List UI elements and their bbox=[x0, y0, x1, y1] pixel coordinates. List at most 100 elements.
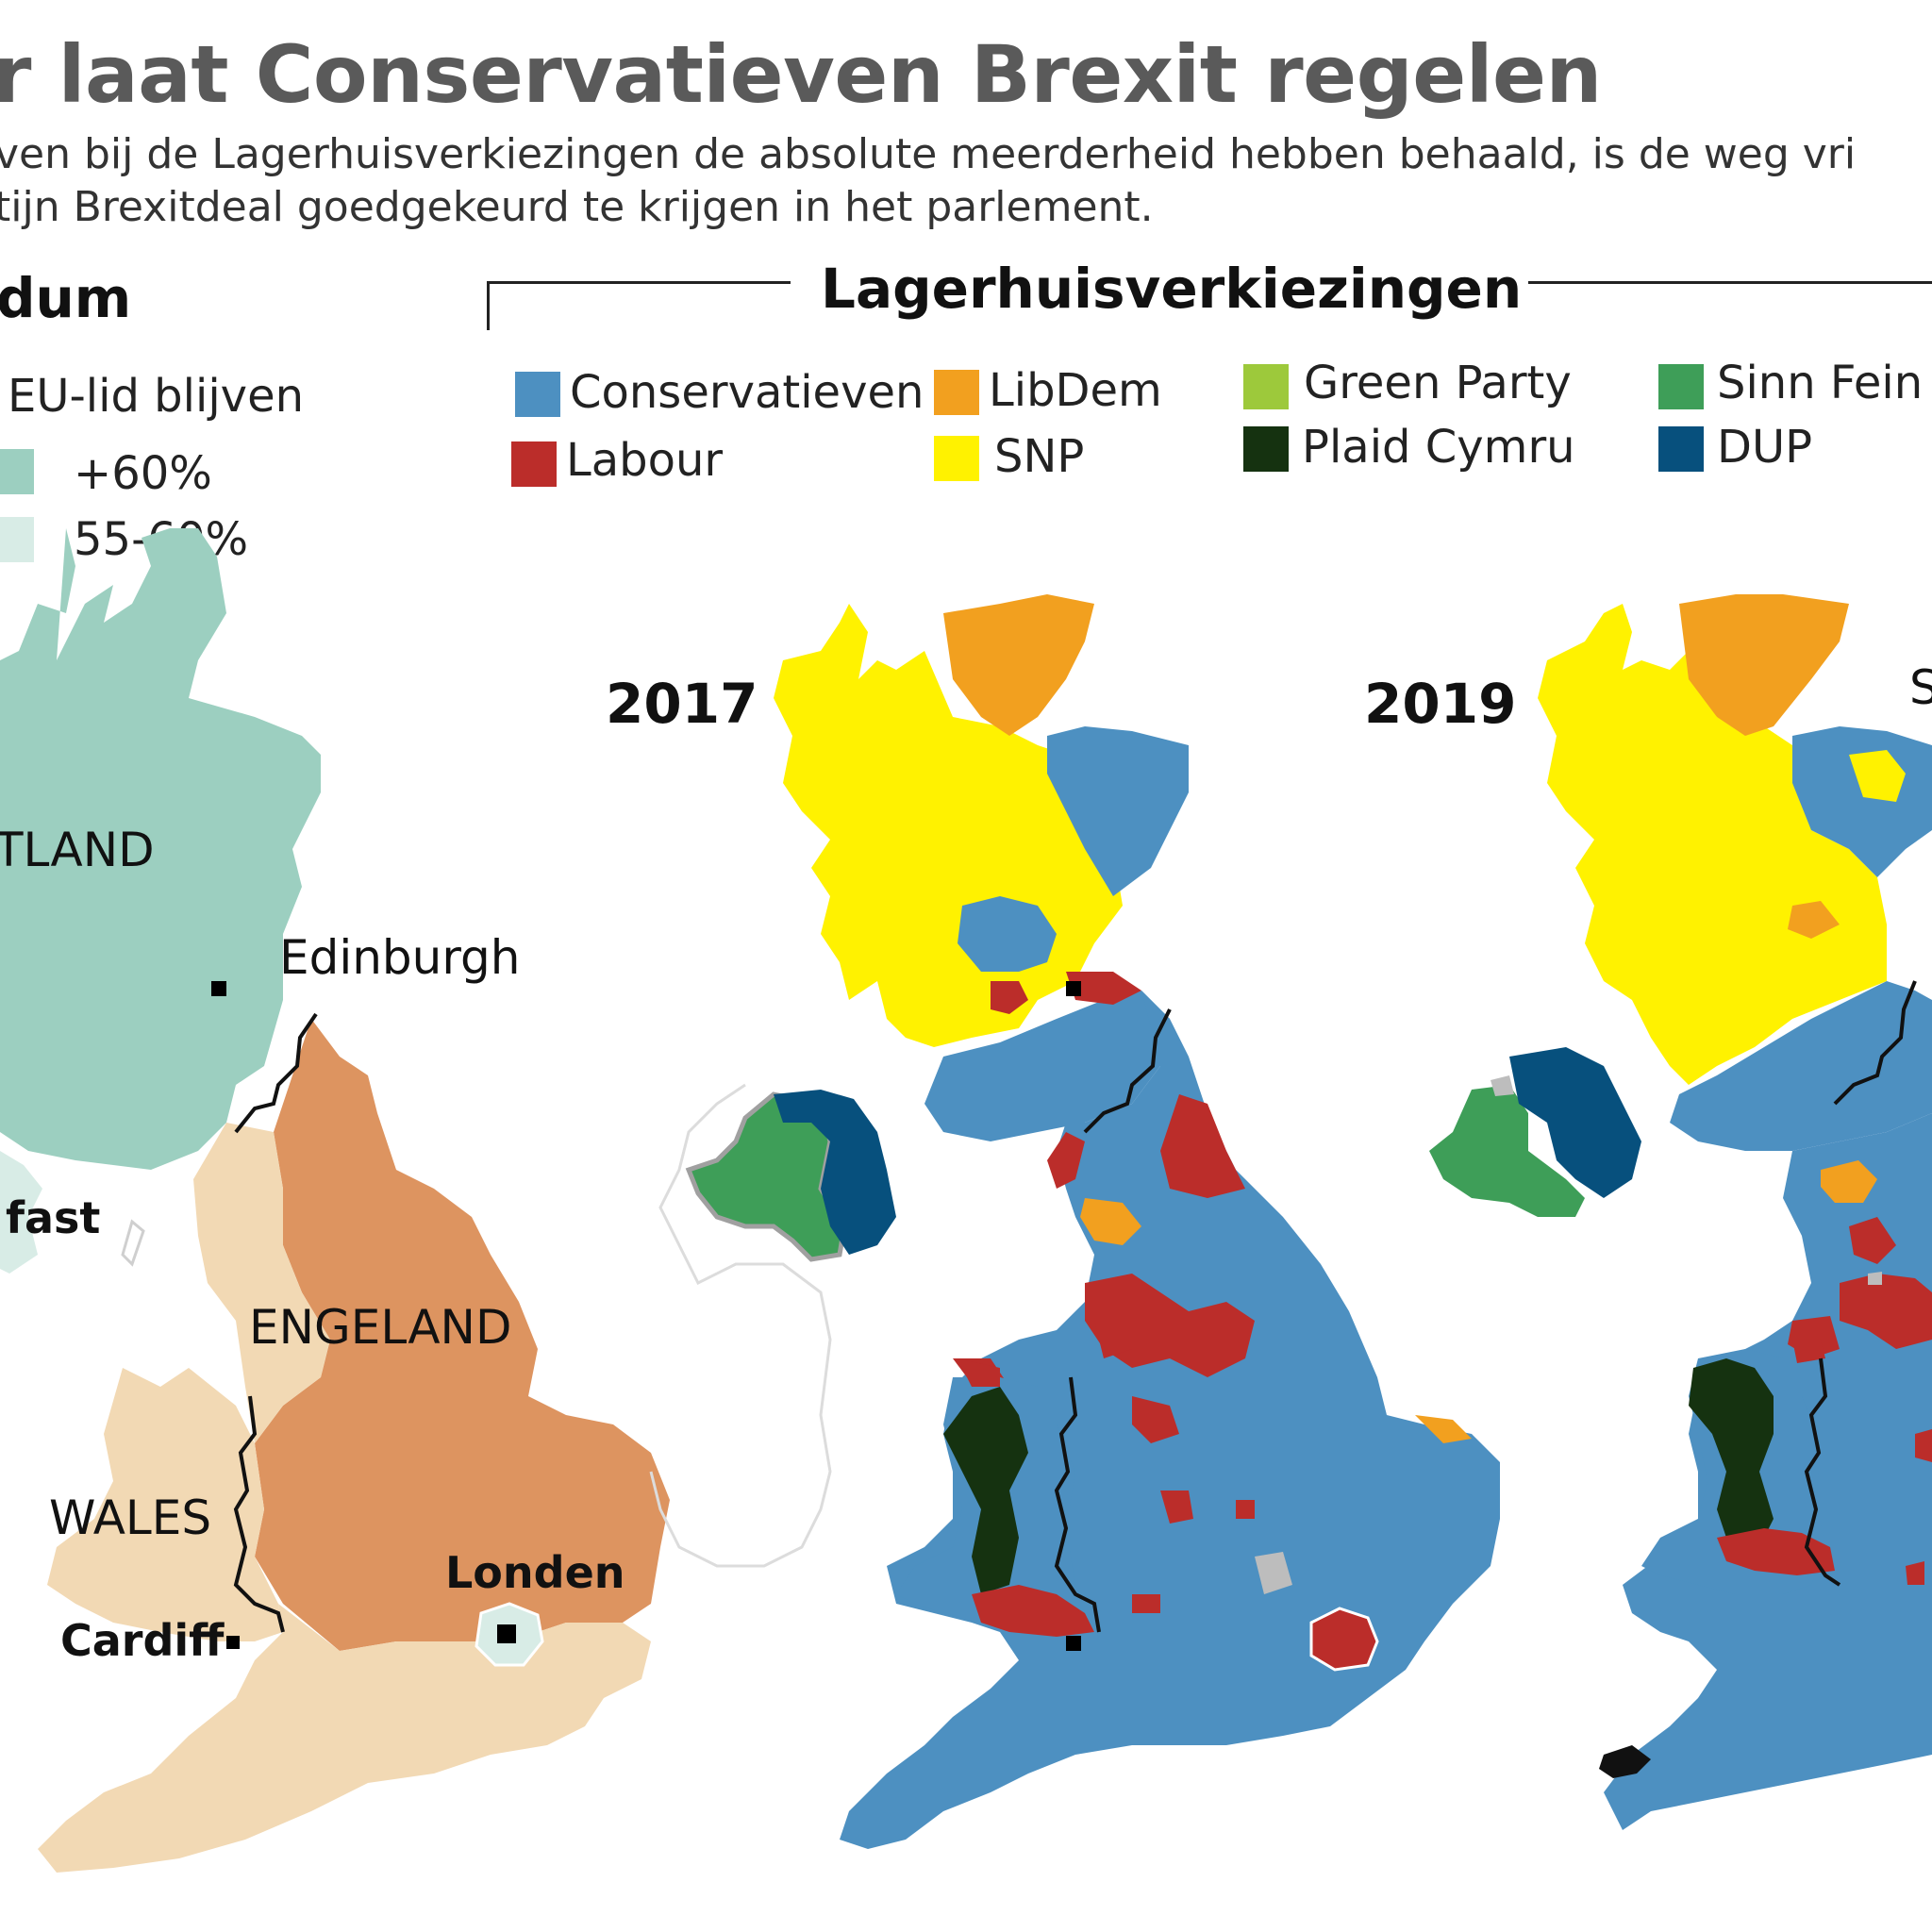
ref-isle-of-man bbox=[121, 1219, 145, 1267]
ref-scotland-region bbox=[0, 528, 321, 1170]
map-2017-england-labour-leics bbox=[1236, 1500, 1255, 1519]
map-2017-ireland-outline bbox=[649, 1083, 832, 1568]
edge-label: S bbox=[1909, 660, 1932, 715]
elections-heading-rule-tick bbox=[487, 281, 490, 330]
map-2017-england-labour-yorkshire bbox=[1085, 1274, 1255, 1377]
map-2017-scotland-conservative-south bbox=[924, 991, 1170, 1141]
snp-swatch bbox=[934, 436, 979, 481]
ref-northern-ireland-region bbox=[0, 1151, 42, 1274]
map-2017-scotland-labour bbox=[991, 981, 1028, 1014]
ref-wales-region bbox=[47, 1368, 283, 1641]
page-title: r laat Conservatieven Brexit regelen bbox=[0, 28, 1602, 121]
map-2017-england-labour-midlands bbox=[1132, 1396, 1179, 1443]
libdem-swatch bbox=[934, 370, 979, 415]
ref-cardiff-marker bbox=[226, 1636, 240, 1649]
labour-label: Labour bbox=[566, 434, 724, 487]
snp-label: SNP bbox=[994, 430, 1085, 483]
map-2019-scotland-england-border bbox=[1833, 980, 1917, 1106]
ref-southern-england-region bbox=[38, 1604, 651, 1873]
plaid-cymru-label: Plaid Cymru bbox=[1302, 421, 1575, 474]
map-2017-scotland-libdem bbox=[943, 594, 1094, 736]
year-2017-label: 2017 bbox=[606, 672, 758, 736]
map-2019-scotland-conservative-south bbox=[1670, 981, 1932, 1151]
ref-edinburgh-marker bbox=[211, 981, 226, 996]
map-2019-scotland-libdem bbox=[1679, 594, 1849, 736]
map-2017-scotland-labour-east bbox=[1066, 972, 1141, 1005]
map-2019 bbox=[1429, 594, 1932, 1830]
map-2017-wales-plaid bbox=[943, 1387, 1028, 1594]
ref-scotland-england-border bbox=[234, 1012, 318, 1134]
map-2017 bbox=[649, 594, 1500, 1849]
map-2019-scotland-snp-ne-pocket bbox=[1849, 750, 1906, 802]
wales-label: WALES bbox=[49, 1491, 212, 1545]
map-2017-wales-labour-south bbox=[972, 1585, 1094, 1637]
map-2019-ni-grey bbox=[1491, 1075, 1514, 1096]
map-2017-wales-england-border bbox=[1054, 1376, 1101, 1633]
scotland-label: TLAND bbox=[0, 823, 155, 877]
map-2019-england-labour-north bbox=[1849, 1217, 1896, 1264]
map-2017-england-labour-northeast bbox=[1160, 1094, 1245, 1198]
map-2017-england-labour-brum bbox=[1160, 1491, 1193, 1524]
belfast-label: fast bbox=[6, 1192, 101, 1243]
remain-55-60-swatch bbox=[0, 517, 34, 562]
map-2017-scotland-england-border bbox=[1083, 1008, 1172, 1134]
map-2017-england-libdem-norfolk bbox=[1415, 1415, 1472, 1443]
sinn-fein-swatch bbox=[1658, 364, 1704, 409]
map-2019-wales-england-border bbox=[1804, 1357, 1841, 1587]
remain-60-swatch bbox=[0, 449, 34, 494]
edinburgh-label: Edinburgh bbox=[279, 930, 521, 985]
map-2019-england-grey bbox=[1868, 1272, 1882, 1285]
conservatieven-swatch bbox=[515, 372, 560, 417]
map-2019-england-libdem-lakes bbox=[1821, 1160, 1877, 1203]
map-2019-england-labour-east bbox=[1915, 1429, 1932, 1462]
map-2017-wales-labour-north bbox=[958, 1358, 1000, 1387]
map-2019-scotland-snp bbox=[1538, 604, 1887, 1085]
subtitle-line-2: tijn Brexitdeal goedgekeurd te krijgen i… bbox=[0, 183, 1154, 231]
map-2017-cardiff-marker bbox=[1066, 1636, 1081, 1651]
map-2017-england-labour-northwest bbox=[1047, 1132, 1085, 1189]
dup-label: DUP bbox=[1717, 421, 1813, 474]
map-2017-edinburgh-marker bbox=[1066, 981, 1081, 996]
ref-london-marker bbox=[497, 1624, 516, 1643]
plaid-cymru-swatch bbox=[1243, 426, 1289, 472]
map-2019-wales-labour-south bbox=[1717, 1528, 1835, 1575]
ref-northwest-england-region bbox=[193, 1123, 330, 1443]
green-party-swatch bbox=[1243, 364, 1289, 409]
referendum-legend-title: EU-lid blijven bbox=[8, 370, 305, 423]
map-2019-ni-sinn-fein bbox=[1429, 1085, 1585, 1217]
dup-swatch bbox=[1658, 426, 1704, 472]
ref-england-region bbox=[255, 1019, 670, 1651]
conservatieven-label: Conservatieven bbox=[570, 366, 924, 419]
map-2017-england-libdem-lakes bbox=[1080, 1198, 1141, 1245]
map-2019-scotland-libdem-fife bbox=[1788, 901, 1840, 939]
elections-heading: Lagerhuisverkiezingen bbox=[821, 257, 1523, 321]
map-2017-ni-dup bbox=[774, 1090, 896, 1255]
ref-wales-england-border bbox=[233, 1395, 285, 1633]
map-2019-england-labour-yorkshire bbox=[1840, 1274, 1932, 1349]
map-2019-wales-labour-north bbox=[1792, 1340, 1825, 1363]
map-2017-london bbox=[1309, 1607, 1379, 1672]
map-2017-scotland-conservative-central bbox=[958, 896, 1057, 972]
map-2019-ni-dup bbox=[1509, 1047, 1641, 1198]
elections-heading-rule-left bbox=[487, 281, 791, 284]
map-2017-england-labour-manchester bbox=[1094, 1321, 1132, 1358]
england-label: ENGELAND bbox=[249, 1300, 512, 1355]
year-2019-label: 2019 bbox=[1364, 672, 1517, 736]
referendum-heading: dum bbox=[0, 266, 132, 330]
map-2017-scotland-conservative-ne bbox=[1047, 726, 1189, 896]
remain-60-label: +60% bbox=[74, 447, 212, 500]
cardiff-label: Cardiff bbox=[60, 1615, 225, 1666]
green-party-label: Green Party bbox=[1304, 357, 1572, 409]
london-label: Londen bbox=[445, 1547, 625, 1598]
libdem-label: LibDem bbox=[989, 364, 1162, 417]
referendum-map bbox=[0, 528, 670, 1873]
subtitle-line-1: ven bij de Lagerhuisverkiezingen de abso… bbox=[0, 130, 1857, 178]
map-2017-england-speaker-grey bbox=[1255, 1552, 1292, 1594]
elections-heading-rule-right bbox=[1528, 281, 1932, 284]
sinn-fein-label: Sinn Fein bbox=[1717, 357, 1924, 409]
map-2019-wales-plaid bbox=[1689, 1358, 1774, 1547]
labour-swatch bbox=[511, 441, 557, 487]
map-2017-england-labour-bristol bbox=[1132, 1594, 1160, 1613]
map-2019-cornwall bbox=[1599, 1745, 1651, 1778]
